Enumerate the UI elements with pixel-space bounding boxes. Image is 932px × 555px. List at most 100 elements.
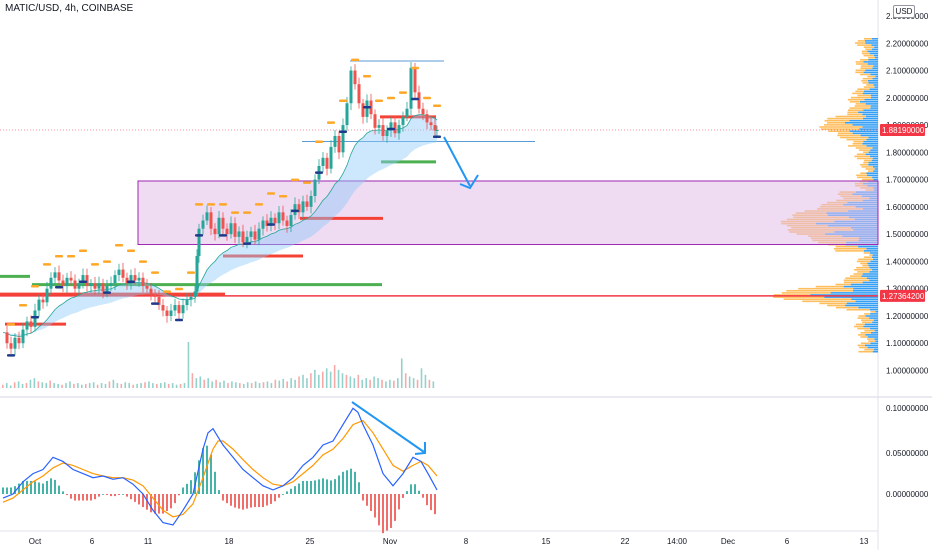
macd-histogram-bar (26, 480, 28, 494)
candle-body (13, 337, 17, 349)
candle-body (433, 125, 437, 131)
volume-profile-up-bar (863, 61, 878, 63)
volume-profile-down-bar (863, 151, 869, 153)
volume-profile-up-bar (873, 348, 878, 351)
volume-profile-down-bar (855, 323, 865, 326)
volume-profile-down-bar (850, 96, 872, 99)
volume-profile-down-bar (852, 92, 863, 95)
macd-histogram-bar (38, 482, 40, 494)
marker-dash (339, 99, 347, 103)
volume-profile-down-bar (858, 149, 871, 151)
macd-histogram-bar (138, 494, 140, 505)
volume-profile-up-bar (862, 273, 878, 275)
time-tick-label: Nov (383, 537, 397, 546)
candle-body (385, 130, 389, 136)
volume-profile-up-bar (869, 88, 878, 90)
trend-arrow-head (459, 174, 479, 190)
volume-profile-down-bar (849, 107, 871, 109)
currency-button[interactable]: USD (893, 5, 915, 18)
volume-profile-up-bar (858, 111, 878, 114)
volume-bar (412, 378, 415, 388)
volume-bar (314, 369, 316, 388)
volume-profile-up-bar (830, 292, 878, 294)
volume-profile-up-bar (872, 256, 878, 258)
marker-dash (79, 249, 87, 253)
volume-profile-up-bar (849, 130, 878, 132)
macd-histogram-bar (242, 494, 244, 510)
volume-profile-down-bar (862, 178, 874, 181)
macd-histogram-bar (398, 494, 400, 510)
marker-dash (255, 203, 263, 206)
volume-profile-up-bar (870, 313, 878, 315)
volume-profile-down-bar (863, 54, 874, 57)
volume-profile-up-bar (874, 86, 878, 88)
candle-body (281, 212, 285, 221)
volume-profile-up-bar (864, 323, 878, 326)
volume-profile-down-bar (856, 63, 868, 65)
volume-profile-up-bar (869, 52, 878, 55)
volume-profile-up-bar (875, 340, 878, 342)
volume-bar (2, 384, 4, 388)
volume-profile-down-bar (854, 269, 873, 271)
macd-histogram-bar (326, 479, 328, 494)
candle-body (209, 212, 213, 229)
marker-dash (399, 91, 407, 94)
volume-profile-up-bar (865, 153, 878, 156)
candle-body (145, 285, 149, 289)
macd-histogram-bar (122, 494, 124, 495)
macd-histogram-bar (170, 494, 172, 509)
macd-histogram-bar (114, 494, 116, 497)
volume-profile-down-bar (855, 147, 873, 149)
candle-body (249, 231, 253, 237)
volume-profile-up-bar (845, 304, 878, 307)
macd-histogram-bar (262, 494, 264, 508)
volume-profile-up-bar (863, 140, 878, 143)
volume-bar (428, 379, 431, 388)
macd-histogram-bar (358, 482, 360, 494)
volume-profile-down-bar (835, 245, 859, 248)
volume-profile-up-bar (863, 90, 878, 93)
volume-profile-down-bar (835, 306, 859, 309)
volume-profile-down-bar (781, 292, 831, 294)
marker-dash (19, 304, 27, 307)
volume-bar (191, 373, 194, 388)
macd-histogram-bar (202, 448, 204, 494)
volume-profile-up-bar (868, 161, 878, 164)
candle-body (357, 84, 361, 104)
volume-profile-up-bar (865, 69, 878, 72)
volume-bar (61, 384, 63, 388)
volume-profile-up-bar (858, 245, 878, 248)
price-tick-label: 1.00000000 (886, 367, 929, 376)
price-tick-label: 2.00000000 (886, 94, 929, 103)
candle-body (5, 332, 9, 344)
marker-dash (303, 181, 311, 184)
candle-body (269, 217, 273, 226)
volume-bar (140, 383, 142, 388)
macd-histogram-bar (54, 479, 56, 494)
volume-bar (9, 385, 12, 388)
volume-profile-down-bar (853, 273, 863, 275)
macd-histogram-bar (426, 494, 428, 506)
macd-histogram-bar (430, 494, 432, 511)
price-tick-label: 1.20000000 (886, 312, 929, 321)
volume-profile-up-bar (871, 38, 878, 40)
macd-histogram-bar (206, 445, 208, 494)
macd-histogram-bar (222, 494, 224, 501)
volume-bar (408, 376, 411, 388)
volume-profile-down-bar (862, 77, 873, 80)
time-tick-label: 25 (306, 537, 315, 546)
macd-tick-label: 0.05000000 (886, 449, 929, 458)
marker-dash (411, 66, 419, 70)
macd-histogram-bar (350, 468, 352, 494)
candle-body (337, 135, 341, 153)
time-tick-label: 6 (90, 537, 95, 546)
candle-body (201, 220, 205, 229)
volume-bar (345, 374, 348, 388)
marker-dash (231, 211, 239, 214)
candle-body (173, 305, 177, 311)
macd-histogram-bar (254, 494, 256, 508)
marker-dash (103, 260, 111, 263)
volume-profile-up-bar (865, 42, 878, 44)
